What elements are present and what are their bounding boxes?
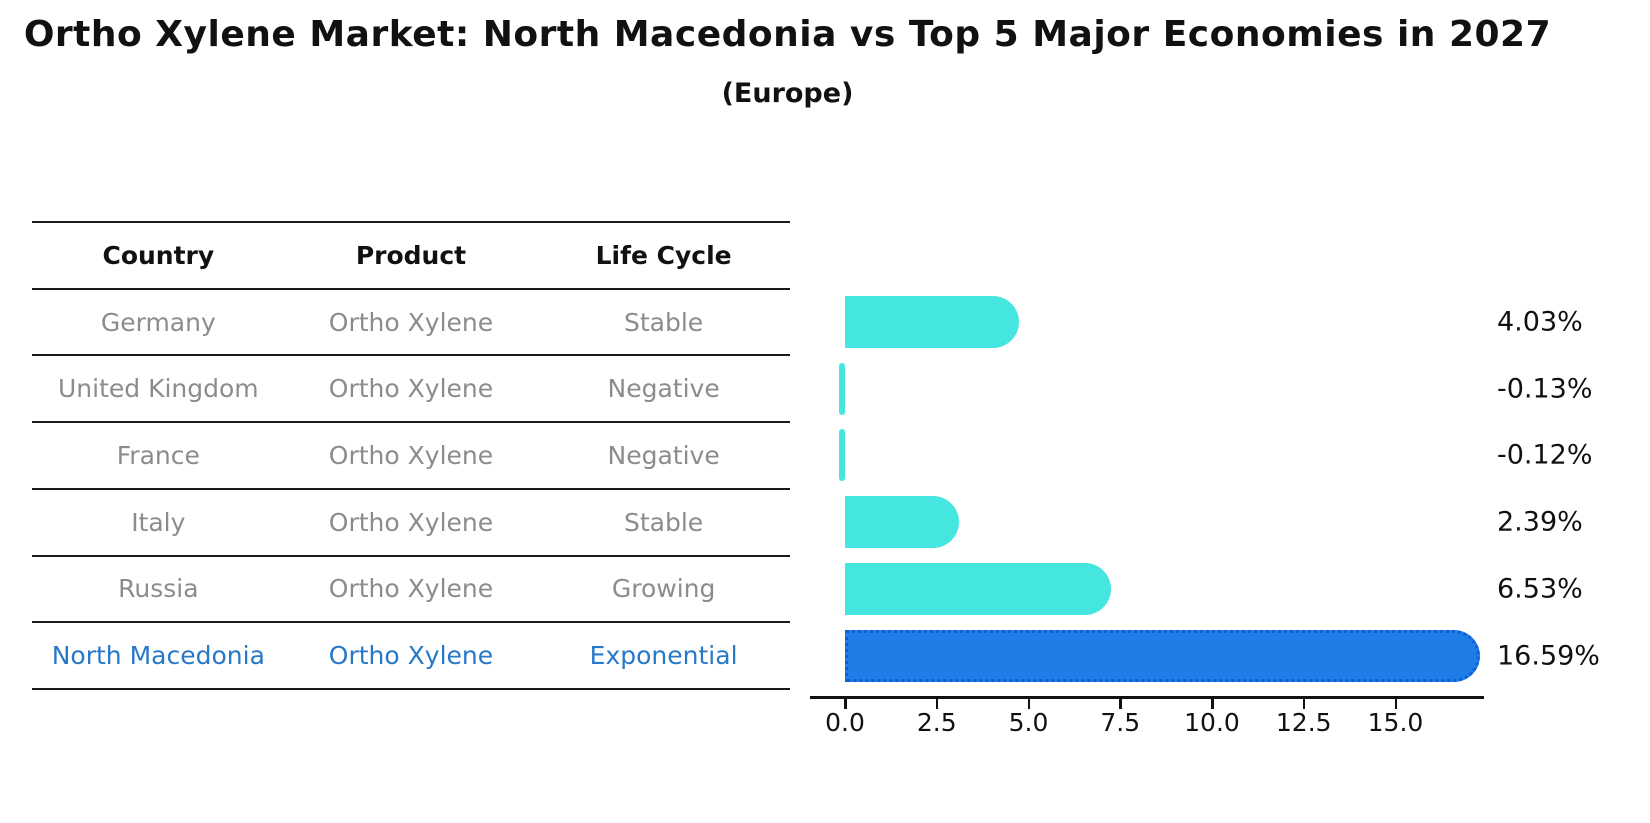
table-row: North Macedonia Ortho Xylene Exponential <box>32 636 790 676</box>
table-separator-line <box>32 687 790 690</box>
table-separator-line <box>32 487 790 490</box>
x-axis-tick-label: 15.0 <box>1367 708 1424 737</box>
life-cycle-cell: Exponential <box>589 641 738 670</box>
country-cell: France <box>116 440 200 470</box>
table-row: Germany Ortho Xylene Stable <box>32 302 790 342</box>
table-row: Russia Ortho Xylene Growing <box>32 569 790 609</box>
life-cycle-cell: Stable <box>624 507 704 537</box>
life-cycle-cell: Negative <box>607 440 720 470</box>
x-axis-tick-label: 2.5 <box>916 708 957 737</box>
table-separator-line <box>32 221 790 223</box>
highlight-bar <box>845 629 1480 682</box>
life-cycle-cell: Negative <box>607 374 720 404</box>
bar <box>839 429 845 482</box>
bar-value-label: 16.59% <box>1497 640 1600 671</box>
bar <box>839 362 845 415</box>
x-axis-tick <box>935 699 939 709</box>
table-separator-line <box>32 421 790 424</box>
table-separator-line <box>32 287 790 290</box>
bar-value-label: -0.12% <box>1497 439 1593 471</box>
x-axis-line <box>810 696 1484 699</box>
bar <box>845 296 1019 348</box>
product-cell: Ortho Xylene <box>328 374 494 404</box>
x-axis-tick-label: 10.0 <box>1184 708 1240 737</box>
country-cell: Germany <box>100 307 216 337</box>
life-cycle-cell: Growing <box>611 574 716 604</box>
bar <box>845 496 959 549</box>
x-axis-tick-label: 7.5 <box>1100 708 1141 737</box>
table-row: Italy Ortho Xylene Stable <box>32 502 790 542</box>
life-cycle-cell: Stable <box>624 307 704 337</box>
table-separator-line <box>32 554 790 557</box>
bar-value-label: 4.03% <box>1497 306 1583 338</box>
product-cell: Ortho Xylene <box>328 307 494 337</box>
product-cell: Ortho Xylene <box>328 574 494 604</box>
chart-title: Ortho Xylene Market: North Macedonia vs … <box>23 14 1552 55</box>
country-cell: North Macedonia <box>51 641 265 670</box>
country-cell: Italy <box>131 507 186 537</box>
country-cell: United Kingdom <box>57 374 259 404</box>
x-axis-tick <box>1027 699 1030 709</box>
bar <box>845 562 1111 615</box>
x-axis-tick-label: 5.0 <box>1008 708 1049 737</box>
product-cell: Ortho Xylene <box>328 641 494 670</box>
table-row: France Ortho Xylene Negative <box>32 435 790 475</box>
x-axis-tick <box>844 699 847 709</box>
table-header-cell: Life Cycle <box>595 240 732 270</box>
bar-value-label: 2.39% <box>1497 506 1583 538</box>
bar-value-label: 6.53% <box>1497 573 1583 605</box>
x-axis-tick-label: 12.5 <box>1275 708 1332 737</box>
chart-subtitle: (Europe) <box>721 78 854 109</box>
table-header-row: Country Product Life Cycle <box>32 235 790 275</box>
table-header-cell: Product <box>355 240 467 270</box>
x-axis-tick <box>1119 699 1122 709</box>
x-axis-tick <box>1302 699 1306 709</box>
country-cell: Russia <box>118 574 199 604</box>
product-cell: Ortho Xylene <box>328 440 494 470</box>
x-axis-tick-label: 0.0 <box>825 708 865 737</box>
bar-value-label: -0.13% <box>1497 373 1593 405</box>
x-axis-tick <box>1211 699 1214 709</box>
table-separator-line <box>32 354 790 357</box>
x-axis-tick <box>1394 699 1397 709</box>
table-separator-line <box>32 621 790 624</box>
table-row: United Kingdom Ortho Xylene Negative <box>32 369 790 409</box>
product-cell: Ortho Xylene <box>328 507 494 537</box>
table-header-cell: Country <box>102 240 215 270</box>
